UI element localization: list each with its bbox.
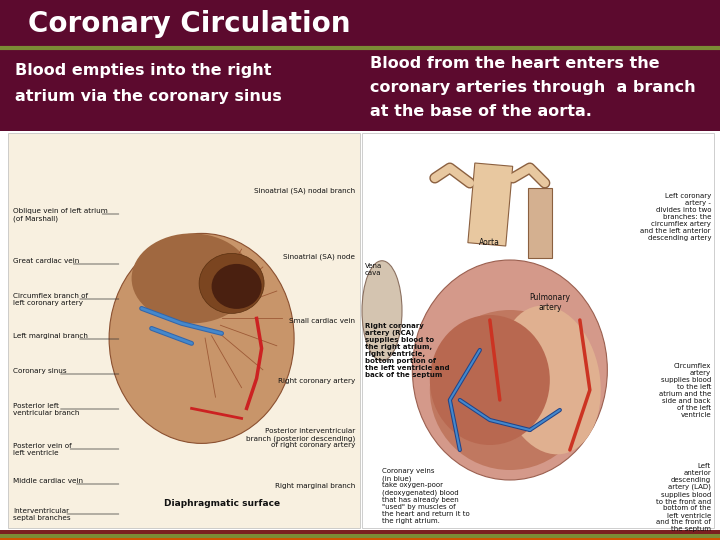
Bar [362, 133, 714, 528]
Text: Middle cardiac vein: Middle cardiac vein [13, 478, 83, 484]
Text: Circumflex branch of
left coronary artery: Circumflex branch of left coronary arter… [13, 293, 88, 306]
Text: Circumflex
artery
supplies blood
to the left
atrium and the
side and back
of the: Circumflex artery supplies blood to the … [659, 363, 711, 418]
Bar [0, 538, 720, 540]
Text: Left coronary
artery -
divides into two
branches: the
circumflex artery
and the : Left coronary artery - divides into two … [641, 193, 711, 241]
Ellipse shape [212, 264, 261, 309]
Bar [0, 530, 720, 534]
Text: Diaphragmatic surface: Diaphragmatic surface [163, 499, 279, 508]
Bar [0, 49, 720, 131]
Ellipse shape [499, 306, 600, 454]
Text: coronary arteries through  a branch: coronary arteries through a branch [370, 80, 696, 95]
Text: at the base of the aorta.: at the base of the aorta. [370, 104, 592, 119]
Text: Posterior vein of
left ventricle: Posterior vein of left ventricle [13, 443, 71, 456]
Text: Posterior interventricular
branch (posterior descending)
of right coronary arter: Posterior interventricular branch (poste… [246, 428, 355, 449]
Text: Sinoatrial (SA) nodal branch: Sinoatrial (SA) nodal branch [254, 188, 355, 194]
Bar [468, 163, 513, 246]
Text: Pulmonary
artery: Pulmonary artery [529, 293, 570, 313]
Ellipse shape [109, 233, 294, 443]
Text: Right coronary
artery (RCA)
supplies blood to
the right atrium,
right ventricle,: Right coronary artery (RCA) supplies blo… [365, 323, 449, 378]
Bar [0, 0, 720, 48]
Text: Vena
cava: Vena cava [365, 263, 382, 276]
Text: Right marginal branch: Right marginal branch [275, 483, 355, 489]
Text: Aorta: Aorta [480, 238, 500, 247]
Text: Coronary veins
(in blue)
take oxygen-poor
(deoxygenated) blood
that has already : Coronary veins (in blue) take oxygen-poo… [382, 468, 469, 524]
Text: Small cardiac vein: Small cardiac vein [289, 318, 355, 324]
Ellipse shape [132, 233, 251, 323]
Text: Sinoatrial (SA) node: Sinoatrial (SA) node [283, 253, 355, 260]
Ellipse shape [430, 310, 590, 470]
Text: Interventricular
septal branches: Interventricular septal branches [13, 508, 71, 521]
Text: Oblique vein of left atrium
(of Marshall): Oblique vein of left atrium (of Marshall… [13, 208, 108, 221]
Bar [8, 133, 360, 528]
Text: atrium via the coronary sinus: atrium via the coronary sinus [15, 89, 282, 104]
Ellipse shape [199, 253, 264, 313]
Text: Left
anterior
descending
artery (LAD)
supplies blood
to the front and
bottom of : Left anterior descending artery (LAD) su… [656, 463, 711, 532]
Ellipse shape [362, 261, 402, 361]
Text: Posterior left
ventricular branch: Posterior left ventricular branch [13, 403, 79, 416]
Text: Left marginal branch: Left marginal branch [13, 333, 88, 339]
Bar [0, 534, 720, 538]
Ellipse shape [413, 260, 608, 480]
Text: Coronary sinus: Coronary sinus [13, 368, 67, 374]
Text: Coronary Circulation: Coronary Circulation [28, 10, 351, 38]
Text: Blood empties into the right: Blood empties into the right [15, 63, 271, 78]
Text: Great cardiac vein: Great cardiac vein [13, 258, 79, 264]
Text: Right coronary artery: Right coronary artery [278, 378, 355, 384]
Text: Blood from the heart enters the: Blood from the heart enters the [370, 56, 660, 71]
Bar [528, 188, 552, 258]
Ellipse shape [430, 315, 550, 445]
